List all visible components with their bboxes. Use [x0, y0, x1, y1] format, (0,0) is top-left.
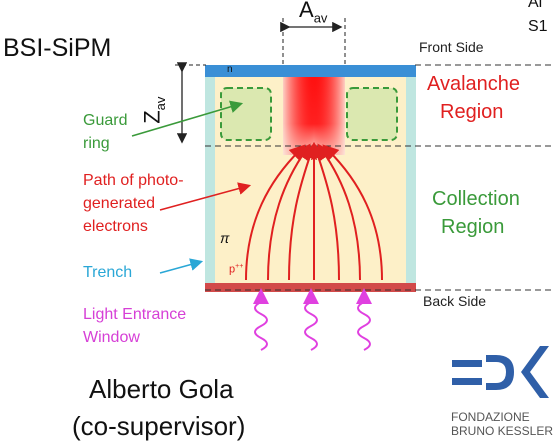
trench-left — [205, 65, 215, 285]
back-layer — [205, 283, 416, 292]
corner-text-line1: Al — [528, 0, 543, 11]
corner-text-line2: S1 — [528, 18, 548, 35]
path-label-line2: generated — [83, 195, 156, 212]
avalanche-label-line2: Region — [440, 101, 504, 123]
avalanche-label-line1: Avalanche — [427, 73, 521, 95]
electron-path-arrows — [245, 142, 383, 281]
collection-label-line2: Region — [441, 216, 505, 238]
light-entrance-label-line2: Window — [83, 329, 140, 346]
light-entrance-label-line1: Light Entrance — [83, 306, 187, 323]
front-side-label: Front Side — [419, 39, 484, 55]
guard-ring-pointer — [131, 100, 244, 137]
n-layer-label: n — [227, 64, 233, 75]
trench-pointer — [159, 258, 204, 274]
person-role: (co-supervisor) — [72, 411, 246, 441]
fbk-logo-icon — [452, 346, 549, 398]
path-pointer — [159, 182, 252, 211]
z-av-label: Zav — [139, 96, 168, 124]
trench-label: Trench — [83, 264, 133, 281]
n-layer — [205, 65, 416, 77]
path-label-line1: Path of photo- — [83, 172, 184, 189]
pi-label: π — [220, 230, 230, 246]
diagram-title: BSI-SiPM — [3, 34, 112, 62]
guard-ring-label-line2: ring — [83, 135, 110, 152]
logo-text-line2: BRUNO KESSLER — [451, 424, 554, 438]
trench-right — [406, 65, 416, 285]
guard-ring-label-line1: Guard — [83, 112, 128, 129]
guard-ring-right — [346, 87, 398, 141]
logo-text-line1: FONDAZIONE — [451, 410, 530, 424]
a-av-label: Aav — [299, 0, 328, 26]
photon-wave-icon — [253, 288, 372, 351]
path-label-line3: electrons — [83, 218, 148, 235]
collection-label-line1: Collection — [432, 188, 520, 210]
p-plus-label: p++ — [229, 263, 244, 276]
guard-ring-left — [220, 87, 272, 141]
person-name: Alberto Gola — [89, 374, 234, 404]
back-side-label: Back Side — [423, 293, 487, 309]
